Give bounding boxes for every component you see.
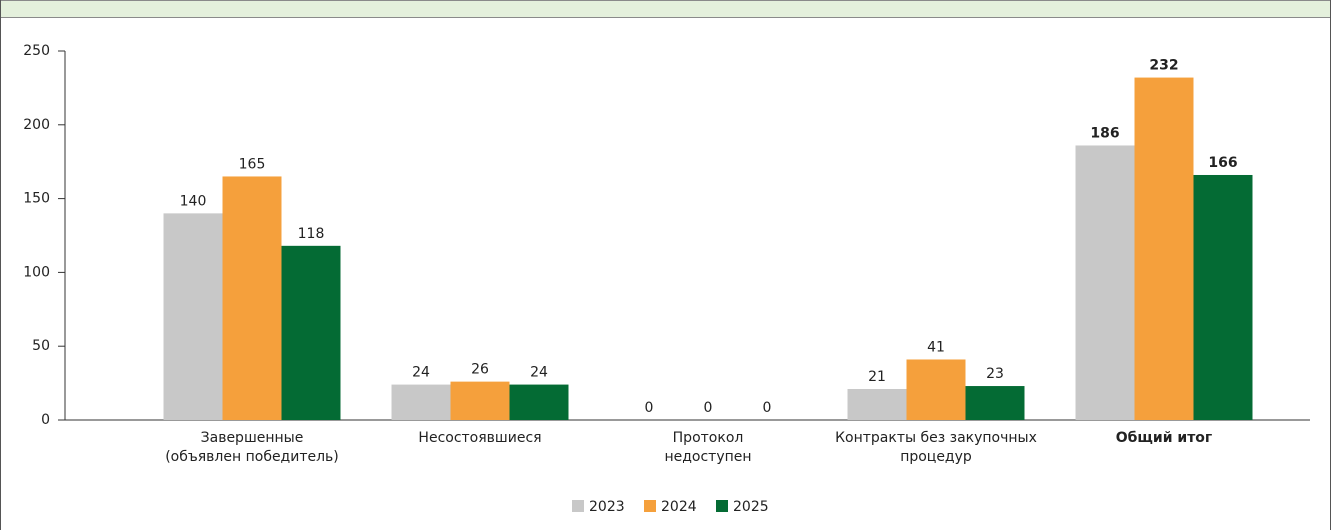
data-label: 118 [298, 226, 325, 242]
data-label: 232 [1149, 58, 1178, 74]
y-tick-label: 0 [41, 412, 50, 428]
bar [450, 381, 510, 420]
x-tick-label: Завершенные (объявлен победитель) [165, 430, 339, 465]
x-tick-label: Протокол недоступен [664, 430, 751, 465]
y-tick-label: 150 [23, 191, 50, 207]
bar [965, 386, 1025, 420]
data-label: 24 [412, 365, 430, 381]
bar [163, 213, 223, 420]
legend-label: 2024 [661, 499, 697, 515]
bar [906, 359, 966, 420]
x-tick-label: Контракты без закупочных процедур [835, 430, 1037, 465]
bar [222, 176, 282, 420]
data-label: 0 [763, 400, 772, 416]
legend-swatch [644, 500, 656, 512]
bar [509, 384, 569, 420]
data-label: 140 [180, 193, 207, 209]
data-label: 26 [471, 362, 489, 378]
y-tick-label: 200 [23, 117, 50, 133]
data-label: 24 [530, 365, 548, 381]
data-label: 0 [704, 400, 713, 416]
bar [847, 389, 907, 420]
data-label: 0 [645, 400, 654, 416]
data-label: 23 [986, 366, 1004, 382]
data-label: 21 [868, 369, 886, 385]
data-label: 166 [1208, 155, 1237, 171]
bar [1134, 77, 1194, 421]
header-band [0, 0, 1331, 18]
legend-swatch [716, 500, 728, 512]
legend-label: 2025 [733, 499, 769, 515]
bar [391, 384, 451, 420]
x-tick-label: Несостоявшиеся [418, 430, 541, 446]
y-tick-label: 100 [23, 264, 50, 280]
data-label: 186 [1090, 125, 1119, 141]
bar [1193, 174, 1253, 420]
data-label: 41 [927, 339, 945, 355]
bar [281, 245, 341, 420]
bar [1075, 145, 1135, 421]
legend-swatch [572, 500, 584, 512]
x-tick-label: Общий итог [1116, 430, 1213, 446]
legend-label: 2023 [589, 499, 625, 515]
data-label: 165 [239, 156, 266, 172]
y-tick-label: 50 [32, 338, 50, 354]
y-tick-label: 250 [23, 43, 50, 59]
